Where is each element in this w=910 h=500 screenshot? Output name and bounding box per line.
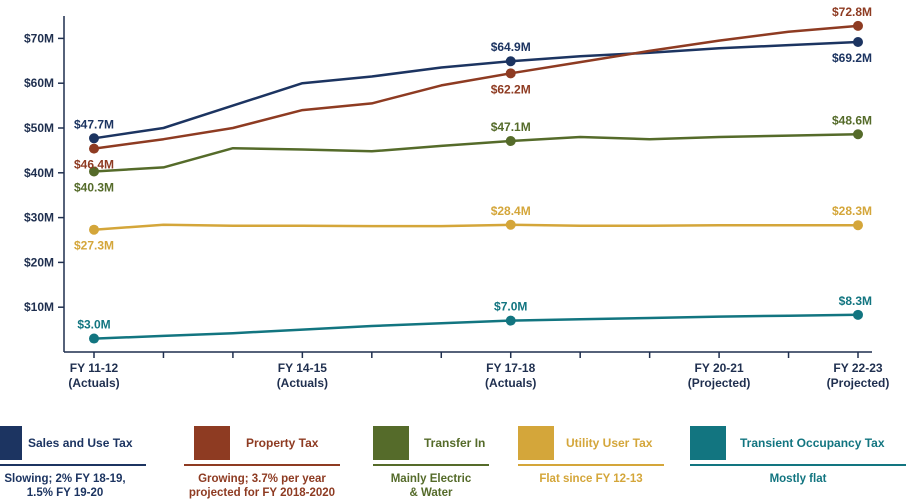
legend-underline (184, 464, 340, 466)
y-tick-label: $10M (24, 300, 54, 314)
data-point-sales-and-use-tax (853, 36, 863, 47)
data-point-property-tax (505, 68, 516, 79)
legend-underline (518, 464, 664, 466)
legend-note: Mainly Electric & Water (366, 472, 496, 500)
y-tick-label: $20M (24, 255, 54, 269)
series-line-transient-occupancy-tax (93, 313, 859, 340)
x-tick-sublabel: (Actuals) (485, 376, 536, 390)
legend-underline (373, 464, 489, 466)
x-axis-ticks: FY 11-12(Actuals)FY 14-15(Actuals)FY 17-… (68, 352, 889, 390)
legend-note-line2: & Water (409, 487, 453, 499)
chart-axes (63, 16, 872, 353)
data-point-property-tax (89, 143, 99, 154)
y-axis-ticks: $10M $20M $30M $40M $50M $60M $70M (24, 31, 64, 314)
x-tick-label: FY 11-12 (70, 361, 119, 375)
data-label-property-tax: $72.8M (832, 5, 872, 19)
x-tick-label: FY 17-18 (486, 361, 535, 375)
data-point-transfer-in (505, 135, 516, 146)
data-label-sales-and-use-tax: $64.9M (491, 40, 531, 54)
data-point-transfer-in (853, 129, 863, 140)
legend-swatch (0, 426, 22, 460)
data-label-utility-user-tax: $27.3M (74, 239, 114, 253)
data-label-utility-user-tax: $28.4M (491, 204, 531, 218)
data-label-transfer-in: $40.3M (74, 180, 114, 194)
y-tick-label: $40M (24, 166, 54, 180)
legend-note-line1: Growing; 3.7% per year (198, 473, 326, 485)
legend-note-line1: Slowing; 2% FY 18-19, (4, 473, 126, 485)
legend-swatch (373, 426, 409, 460)
x-tick-label: FY 22-23 (833, 361, 882, 375)
data-point-transient-occupancy-tax (89, 333, 99, 344)
y-tick-label: $60M (24, 76, 54, 90)
series-points (89, 20, 863, 344)
x-tick-sublabel: (Projected) (827, 376, 890, 390)
legend-note: Slowing; 2% FY 18-19, 1.5% FY 19-20 (0, 472, 160, 500)
x-tick-sublabel: (Actuals) (277, 376, 328, 390)
data-labels: $47.7M $64.9M $69.2M $46.4M $62.2M $72.8M $40.… (74, 5, 872, 332)
series-line-sales-and-use-tax (93, 40, 859, 140)
legend-note: Mostly flat (690, 472, 906, 486)
legend-label: Utility User Tax (566, 436, 653, 450)
legend-note-line2: 1.5% FY 19-20 (26, 487, 104, 499)
series-line-utility-user-tax (93, 223, 858, 231)
data-point-transient-occupancy-tax (853, 309, 863, 320)
y-tick-label: $70M (24, 31, 54, 45)
y-tick-label: $50M (24, 121, 54, 135)
data-point-utility-user-tax (853, 220, 863, 231)
legend-note: Growing; 3.7% per year projected for FY … (164, 472, 360, 500)
legend-underline (0, 464, 146, 466)
data-label-sales-and-use-tax: $69.2M (832, 51, 872, 65)
data-point-transient-occupancy-tax (505, 315, 516, 326)
legend-underline (690, 464, 906, 466)
y-tick-label: $30M (24, 211, 54, 225)
data-label-transfer-in: $47.1M (491, 120, 531, 134)
series-lines (93, 24, 859, 340)
legend-label: Property Tax (246, 436, 319, 450)
revenue-line-chart: $10M$20M$30M$40M$50M$60M$70M FY 11-12(Ac… (24, 5, 889, 390)
series-line-property-tax (93, 24, 859, 150)
data-point-sales-and-use-tax (505, 56, 516, 67)
legend-swatch (194, 426, 230, 460)
legend-note-line2: projected for FY 2018-2020 (188, 487, 336, 499)
data-label-property-tax: $62.2M (491, 82, 531, 96)
data-label-transfer-in: $48.6M (832, 113, 872, 127)
data-label-transient-occupancy-tax: $8.3M (839, 294, 872, 308)
data-label-utility-user-tax: $28.3M (832, 204, 872, 218)
legend-label: Transient Occupancy Tax (740, 436, 885, 450)
x-tick-sublabel: (Projected) (688, 376, 751, 390)
data-point-transfer-in (89, 166, 99, 177)
data-label-property-tax: $46.4M (74, 158, 114, 172)
data-label-sales-and-use-tax: $47.7M (74, 117, 114, 131)
legend-note-line1: Mostly flat (769, 473, 827, 485)
data-point-property-tax (853, 20, 863, 31)
data-point-sales-and-use-tax (89, 133, 99, 144)
data-point-utility-user-tax (505, 219, 516, 230)
series-line-transfer-in (93, 133, 859, 173)
legend: Sales and Use Tax Slowing; 2% FY 18-19, … (0, 418, 910, 500)
legend-note: Flat since FY 12-13 (516, 472, 666, 486)
legend-note-line1: Flat since FY 12-13 (539, 473, 643, 485)
data-label-transient-occupancy-tax: $3.0M (77, 318, 110, 332)
legend-swatch (690, 426, 726, 460)
x-tick-label: FY 20-21 (695, 361, 744, 375)
data-point-utility-user-tax (89, 224, 99, 235)
x-tick-sublabel: (Actuals) (68, 376, 119, 390)
legend-note-line1: Mainly Electric (390, 473, 472, 485)
legend-label: Transfer In (424, 436, 486, 450)
x-tick-label: FY 14-15 (278, 361, 327, 375)
legend-label: Sales and Use Tax (28, 436, 133, 450)
legend-swatch (518, 426, 554, 460)
data-label-transient-occupancy-tax: $7.0M (494, 300, 527, 314)
